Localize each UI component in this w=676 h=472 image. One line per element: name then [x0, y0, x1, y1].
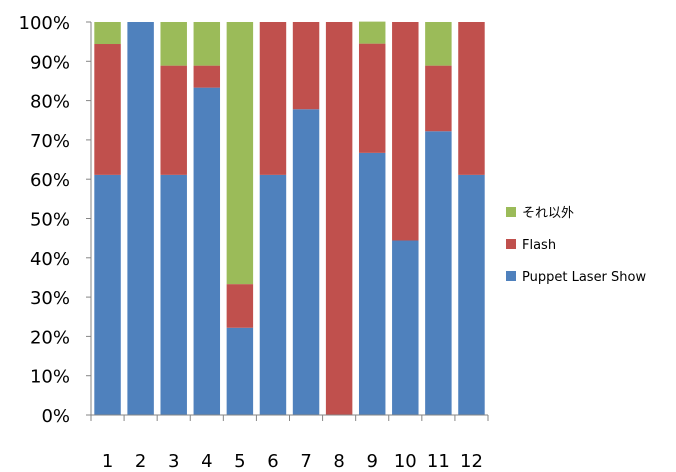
bar-segment	[160, 174, 187, 415]
x-tick-label: 4	[201, 451, 212, 472]
legend-label: それ以外	[522, 206, 574, 221]
x-tick-label: 8	[333, 451, 344, 472]
bar-segment	[425, 22, 452, 66]
legend-item: Flash	[506, 238, 556, 253]
bar-segment	[392, 240, 419, 415]
x-tick-label: 7	[300, 451, 311, 472]
x-tick-label: 6	[267, 451, 278, 472]
y-tick-label: 50%	[30, 210, 70, 231]
bar-segment	[458, 22, 485, 175]
bar-segment	[94, 44, 121, 175]
legend-swatch	[506, 271, 516, 281]
bar-segment	[325, 22, 353, 415]
x-tick-label: 1	[102, 451, 113, 472]
bar-segment	[127, 22, 154, 415]
y-tick-label: 20%	[30, 327, 70, 348]
y-tick-label: 90%	[30, 52, 70, 73]
bar-segment	[259, 174, 287, 415]
y-tick-label: 80%	[30, 92, 70, 113]
bar-segment	[358, 152, 386, 415]
bar-segment	[458, 174, 485, 415]
bar-segment	[292, 22, 320, 110]
y-tick-label: 60%	[30, 170, 70, 191]
x-tick-label: 5	[234, 451, 245, 472]
bar-series-group	[94, 21, 485, 415]
bar-segment	[160, 22, 187, 66]
x-tick-label: 2	[135, 451, 146, 472]
legend: それ以外 Flash Puppet Laser Show	[506, 206, 646, 285]
y-tick-label: 100%	[19, 13, 70, 34]
legend-label: Flash	[522, 238, 556, 253]
bar-segment	[160, 65, 187, 175]
y-tick-label: 40%	[30, 249, 70, 270]
y-axis-tick-labels: 0% 10% 20% 30% 40% 50% 60% 70% 80% 90% 100%	[19, 13, 70, 427]
bar-segment	[226, 22, 254, 285]
x-tick-label: 9	[366, 451, 377, 472]
y-tick-label: 0%	[41, 406, 70, 427]
x-tick-label: 12	[460, 451, 483, 472]
bar-segment	[193, 87, 221, 415]
bar-segment	[292, 109, 320, 415]
bar-segment	[392, 22, 419, 241]
y-tick-label: 70%	[30, 131, 70, 152]
axes	[86, 21, 489, 421]
bar-segment	[94, 174, 121, 415]
x-tick-label: 10	[394, 451, 417, 472]
bar-segment	[425, 65, 452, 132]
y-tick-label: 30%	[30, 288, 70, 309]
legend-label: Puppet Laser Show	[522, 270, 646, 285]
bar-segment	[94, 22, 121, 45]
y-tick-label: 10%	[30, 367, 70, 388]
bar-segment	[193, 65, 221, 88]
bar-segment	[358, 21, 386, 44]
legend-item: それ以外	[506, 206, 574, 221]
bar-segment	[425, 131, 452, 415]
bar-segment	[226, 327, 254, 415]
bar-segment	[358, 43, 386, 153]
x-tick-label: 3	[168, 451, 179, 472]
x-tick-label: 11	[427, 451, 450, 472]
bar-segment	[259, 22, 287, 175]
bar-segment	[193, 22, 221, 66]
bar-segment	[226, 284, 254, 328]
x-axis-tick-labels: 1 2 3 4 5 6 7 8 9 10 11 12	[102, 451, 483, 472]
legend-swatch	[506, 239, 516, 249]
legend-item: Puppet Laser Show	[506, 270, 646, 285]
legend-swatch	[506, 207, 516, 217]
